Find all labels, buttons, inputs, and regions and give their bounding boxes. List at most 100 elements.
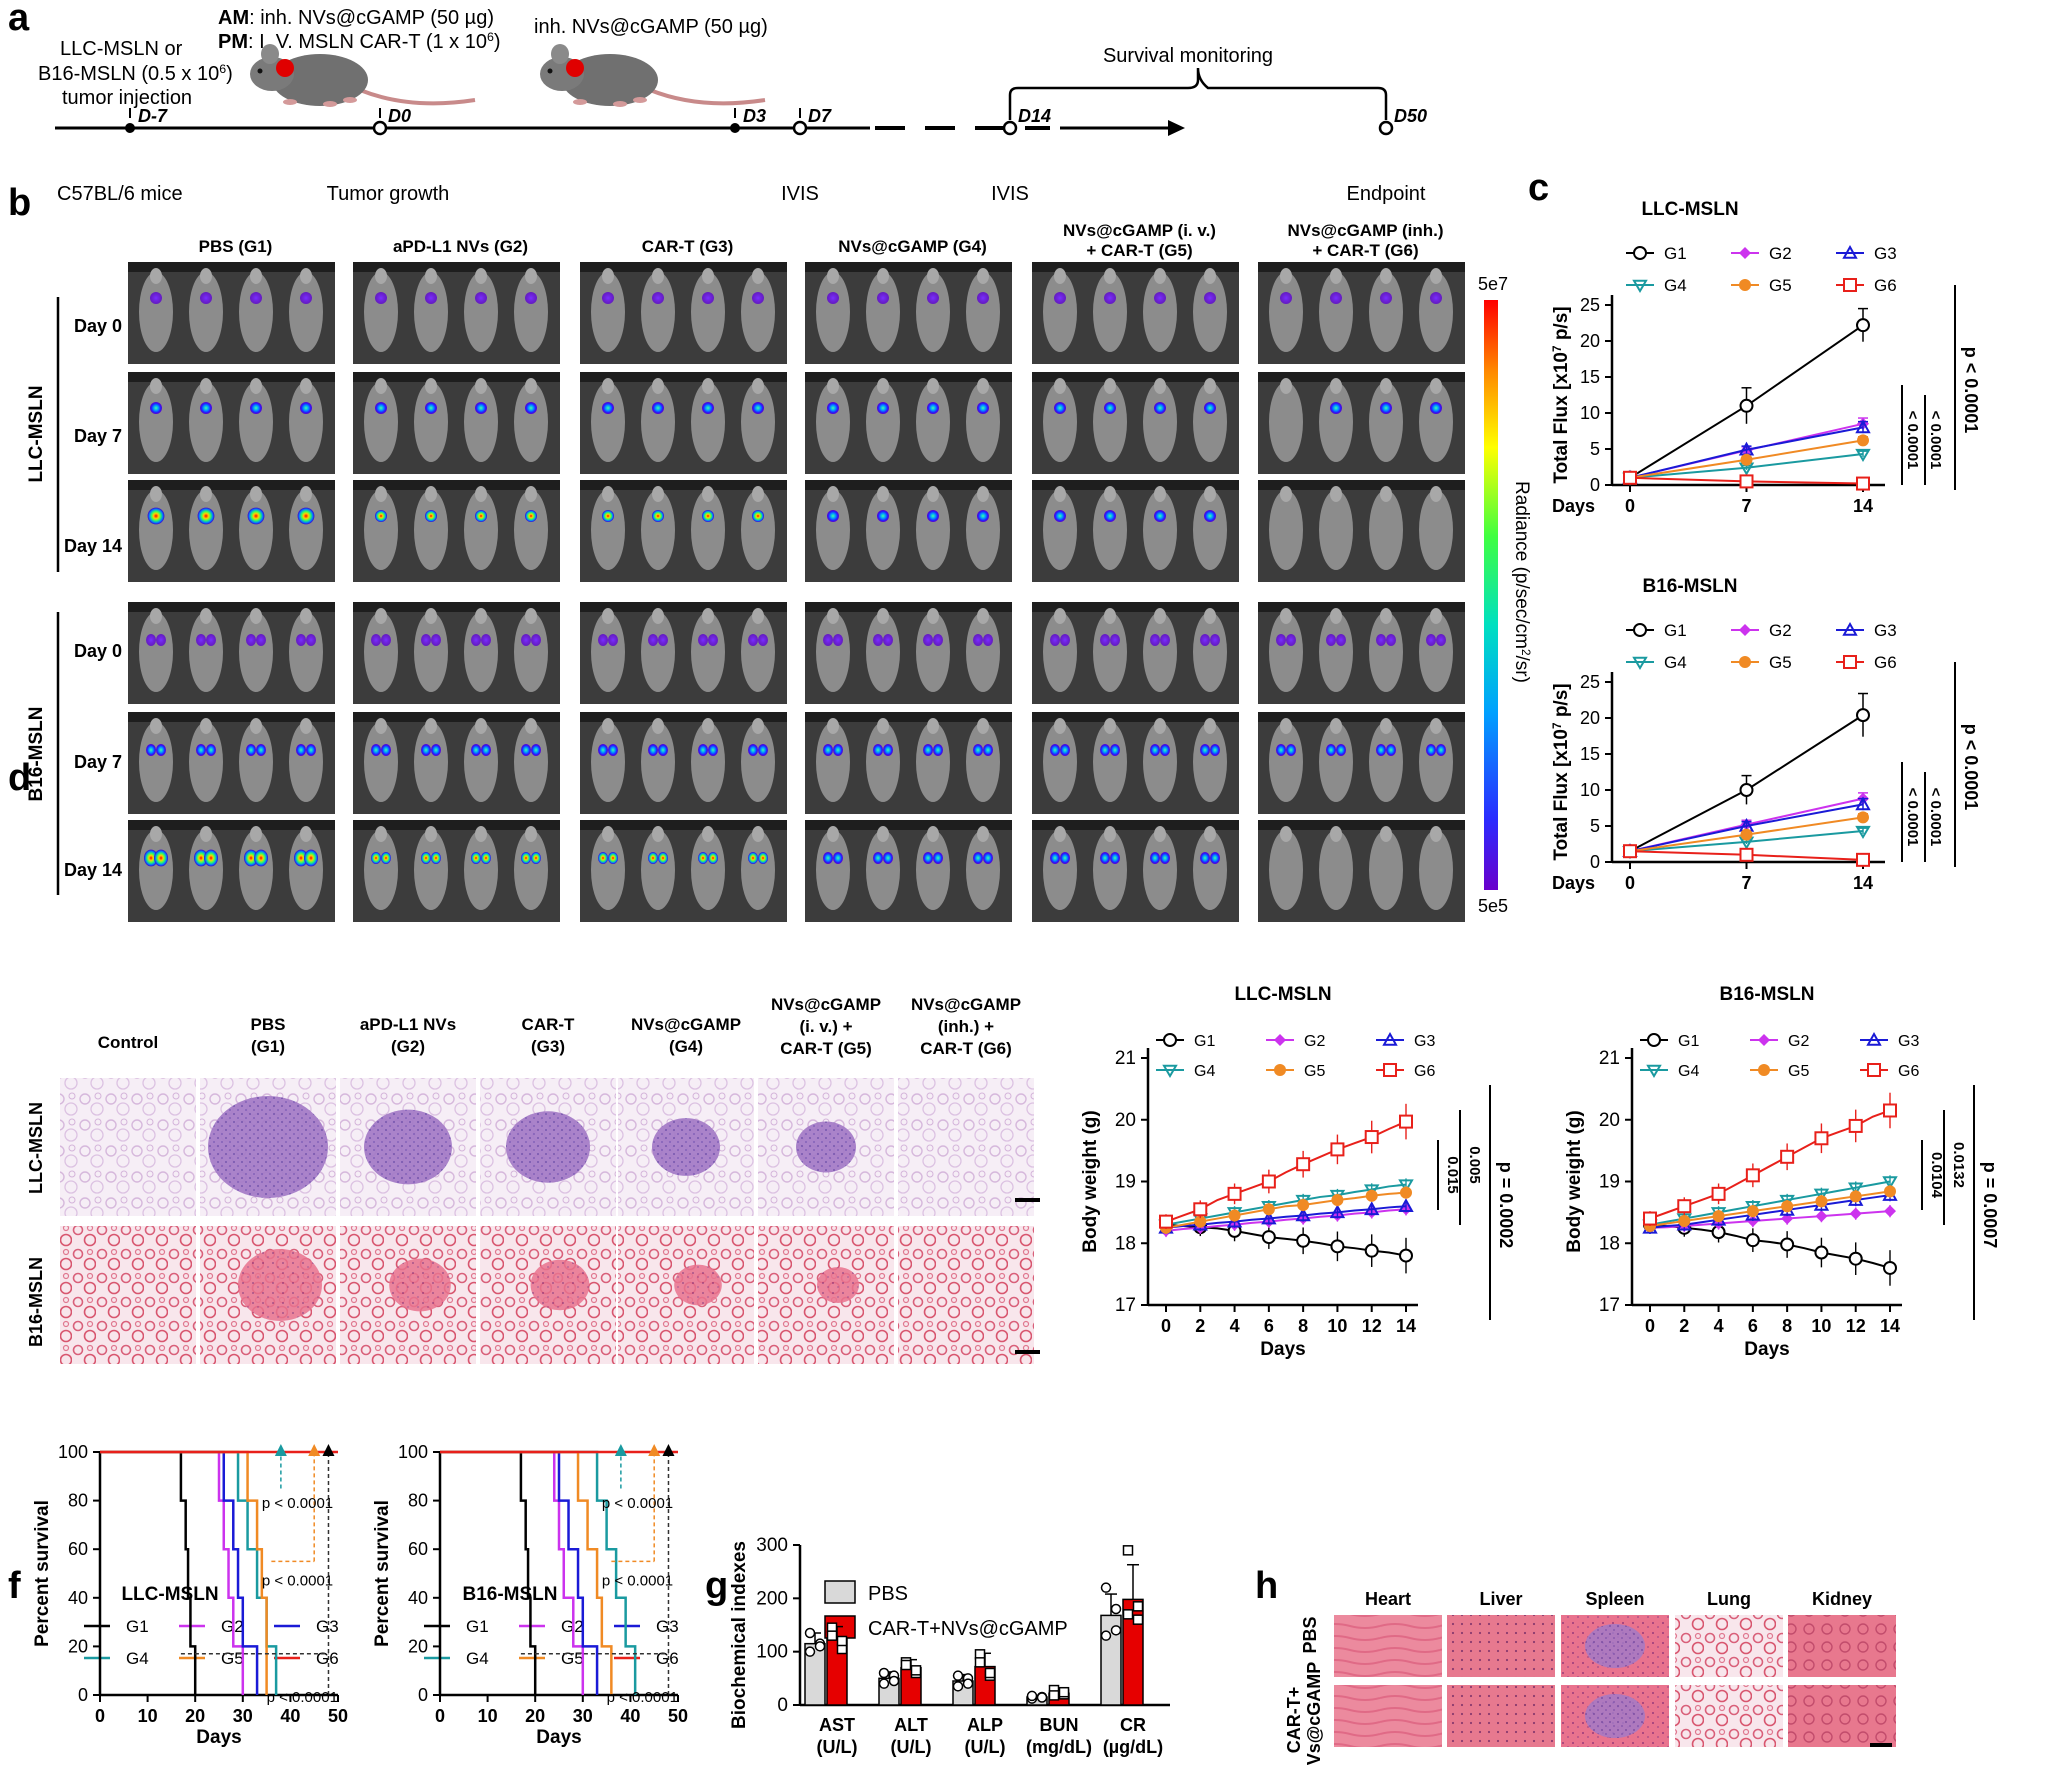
ivis-mouse-silhouette xyxy=(189,830,223,910)
x-axis-title: Days xyxy=(1260,1339,1305,1360)
ivis-tile-header xyxy=(353,480,560,490)
y-tick-label: 10 xyxy=(1580,780,1600,800)
y-axis-title: Body weight (g) xyxy=(1564,1110,1585,1252)
ivis-mouse-silhouette xyxy=(916,272,950,352)
median-arrow xyxy=(614,1444,627,1456)
y-tick-label: 100 xyxy=(58,1442,88,1462)
ivis-mouse-head xyxy=(1204,378,1216,394)
day-dot xyxy=(730,123,740,133)
ivis-signal xyxy=(1430,402,1442,414)
ivis-signal xyxy=(247,507,265,525)
ivis-mouse-head xyxy=(425,486,437,502)
ivis-tile-header xyxy=(353,712,560,722)
marker-G1 xyxy=(1364,1243,1379,1258)
x-tick-label: 0 xyxy=(1161,1316,1171,1336)
ivis-mouse-silhouette xyxy=(641,830,675,910)
ivis-signal xyxy=(431,852,441,864)
mouse-foot xyxy=(343,97,357,103)
data-point-cart xyxy=(900,1659,912,1671)
histology-column-header: (G3) xyxy=(531,1037,565,1056)
ivis-signal xyxy=(1276,634,1286,646)
ivis-mouse-silhouette xyxy=(591,272,625,352)
ivis-mouse-silhouette xyxy=(414,612,448,692)
y-tick-label: 15 xyxy=(1580,744,1600,764)
ivis-signal xyxy=(1436,744,1446,756)
organ-tile xyxy=(1675,1615,1783,1677)
ivis-mouse-silhouette xyxy=(1193,722,1227,802)
y-tick-label: 21 xyxy=(1115,1048,1136,1069)
series-line-G3 xyxy=(1649,1194,1891,1229)
ivis-signal xyxy=(752,292,764,304)
organ-label: Liver xyxy=(1479,1589,1522,1609)
ivis-mouse-head xyxy=(1104,718,1116,734)
mouse-eye xyxy=(547,68,553,74)
label-part: : I. V. MSLN CAR-T (1 x 10 xyxy=(248,31,487,53)
ivis-signal xyxy=(421,852,431,864)
ivis-signal xyxy=(1160,744,1170,756)
legend-label-G5: G5 xyxy=(1769,653,1792,672)
ivis-signal xyxy=(602,402,614,414)
ivis-tile-header xyxy=(1258,712,1465,722)
ivis-mouse-silhouette xyxy=(189,612,223,692)
marker-G5 xyxy=(1228,1209,1241,1222)
marker-G6 xyxy=(1843,655,1857,669)
survival-curve-G3 xyxy=(100,1450,259,1695)
ivis-signal xyxy=(1210,744,1220,756)
ivis-mouse-head xyxy=(1280,486,1292,502)
ivis-tile-header xyxy=(1032,480,1239,490)
category-label: BUN xyxy=(1040,1715,1079,1735)
ivis-signal xyxy=(752,402,764,414)
ivis-signal xyxy=(1204,510,1216,522)
ivis-signal xyxy=(1210,852,1220,864)
marker-G2 xyxy=(1274,1034,1286,1046)
ivis-mouse-silhouette xyxy=(816,272,850,352)
series-line-G4 xyxy=(1165,1183,1407,1226)
ivis-signal xyxy=(1376,634,1386,646)
ivis-signal xyxy=(1276,744,1286,756)
legend-label-G6: G6 xyxy=(656,1649,679,1668)
marker-G4 xyxy=(1813,1188,1830,1202)
ivis-mouse-silhouette xyxy=(364,722,398,802)
tumor-nodule xyxy=(796,1121,856,1173)
ivis-mouse-silhouette xyxy=(741,612,775,692)
data-point-pbs xyxy=(1100,1630,1112,1641)
panel-letter-a: a xyxy=(8,0,30,39)
marker-G3 xyxy=(1295,1207,1311,1222)
legend-label-G4: G4 xyxy=(1194,1063,1215,1080)
pvalue-small: < 0.0001 xyxy=(1927,788,1944,847)
ivis-mouse-head xyxy=(602,486,614,502)
x-tick-label: 50 xyxy=(668,1706,688,1726)
x-tick-label: 40 xyxy=(280,1706,300,1726)
ivis-signal xyxy=(1060,744,1070,756)
timeline-below-label: C57BL/6 mice xyxy=(57,183,183,205)
ivis-mouse-silhouette xyxy=(641,612,675,692)
ivis-mouse-head xyxy=(977,268,989,284)
tumor-mark xyxy=(566,59,584,77)
ivis-signal xyxy=(702,292,714,304)
ivis-mouse-silhouette xyxy=(916,722,950,802)
ivis-mouse-silhouette xyxy=(289,830,323,910)
series-line-G2 xyxy=(1649,1210,1891,1229)
legend-label-G4: G4 xyxy=(466,1649,489,1668)
ivis-signal xyxy=(933,744,943,756)
ivis-mouse-head xyxy=(1280,608,1292,624)
ivis-mouse-head xyxy=(300,268,312,284)
ivis-mouse-head xyxy=(1380,826,1392,842)
survival-curve-G5 xyxy=(440,1450,613,1695)
ivis-signal xyxy=(823,744,833,756)
tumor-nodule xyxy=(817,1267,859,1303)
ivis-mouse-head xyxy=(702,268,714,284)
ivis-mouse-silhouette xyxy=(1319,612,1353,692)
data-point-cart xyxy=(1048,1690,1060,1701)
ivis-mouse-silhouette xyxy=(816,722,850,802)
marker-G1 xyxy=(1633,246,1647,260)
ivis-mouse-head xyxy=(977,826,989,842)
ivis-signal xyxy=(1330,292,1342,304)
median-arrow xyxy=(274,1444,287,1456)
ivis-mouse-silhouette xyxy=(139,612,173,692)
ivis-signal xyxy=(147,507,165,525)
ivis-signal xyxy=(1200,852,1210,864)
survival-curve-G5 xyxy=(100,1450,268,1695)
ivis-mouse-silhouette xyxy=(464,722,498,802)
x-tick-label: 8 xyxy=(1298,1316,1308,1336)
